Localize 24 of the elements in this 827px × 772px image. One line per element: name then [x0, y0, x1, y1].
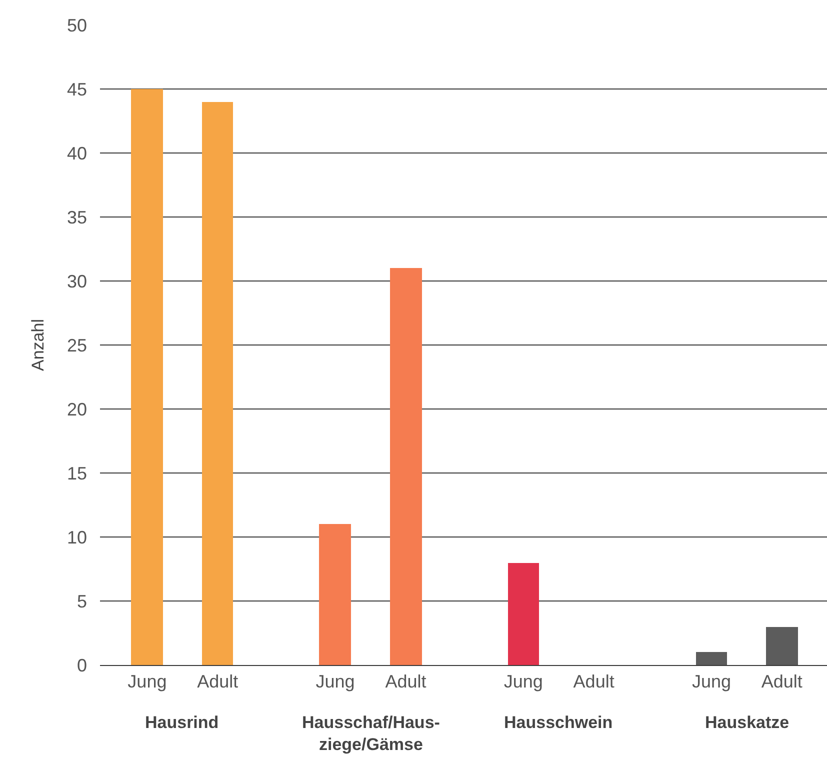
x-tick-label: Jung [128, 672, 167, 692]
text: Hausschwein [504, 713, 613, 732]
y-tick-label: 5 [76, 591, 87, 612]
x-tick-label: Adult [573, 672, 614, 692]
y-tick-label: 40 [66, 143, 87, 164]
y-tick-label: 30 [66, 271, 87, 292]
x-tick-label: Jung [316, 672, 355, 692]
x-tick-label: Adult [197, 672, 238, 692]
x-tick-label: Adult [385, 672, 426, 692]
y-tick-label: 45 [66, 79, 87, 100]
text: Hauskatze [705, 713, 790, 732]
x-tick-label: Adult [761, 672, 802, 692]
y-tick-label: 15 [66, 463, 87, 484]
x-tick-label: Jung [692, 672, 731, 692]
y-tick-label: 50 [66, 15, 87, 36]
y-tick-label: 0 [76, 655, 87, 676]
y-tick-label: 35 [66, 207, 87, 228]
y-tick-label: 25 [66, 335, 87, 356]
text: Hausschaf/Haus- ziege/Gämse [302, 713, 440, 754]
x-tick-label: Jung [504, 672, 543, 692]
y-tick-label: 20 [66, 399, 87, 420]
y-tick-label: 10 [66, 527, 87, 548]
text: Hausrind [145, 713, 219, 732]
y-axis-title: Anzahl [28, 319, 48, 371]
